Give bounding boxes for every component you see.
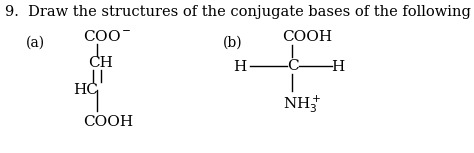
Text: H: H <box>233 60 246 74</box>
Text: (b): (b) <box>223 36 242 50</box>
Text: 9.  Draw the structures of the conjugate bases of the following acids:: 9. Draw the structures of the conjugate … <box>5 5 474 19</box>
Text: COOH: COOH <box>282 30 332 44</box>
Text: H: H <box>331 60 344 74</box>
Text: HC: HC <box>73 83 98 97</box>
Text: C: C <box>287 59 298 73</box>
Text: NH$_3^+$: NH$_3^+$ <box>283 93 322 115</box>
Text: COO$^-$: COO$^-$ <box>83 29 132 44</box>
Text: COOH: COOH <box>83 115 133 129</box>
Text: CH: CH <box>88 56 112 70</box>
Text: (a): (a) <box>26 36 45 50</box>
